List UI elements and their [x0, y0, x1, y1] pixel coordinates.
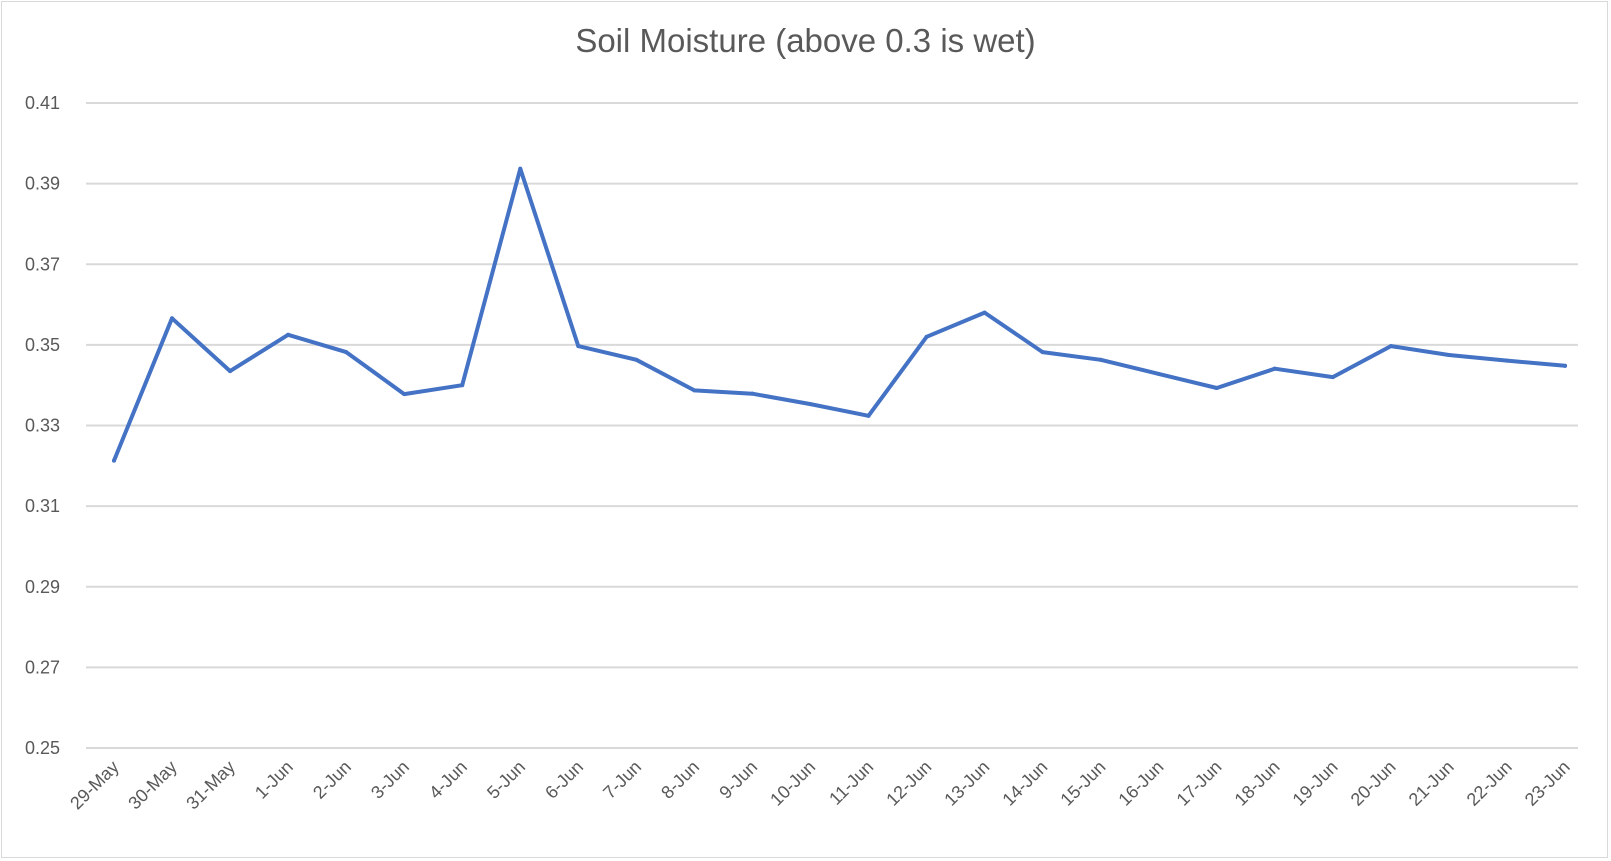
data-point	[170, 316, 175, 321]
y-tick-label: 0.33	[25, 416, 60, 436]
y-tick-label: 0.35	[25, 335, 60, 355]
x-tick-label: 2-Jun	[309, 757, 355, 803]
data-point	[576, 344, 581, 349]
data-point	[866, 413, 871, 418]
x-tick-label: 15-Jun	[1056, 757, 1109, 810]
x-tick-label: 11-Jun	[825, 757, 877, 809]
y-tick-label: 0.25	[25, 738, 60, 758]
y-tick-label: 0.31	[25, 496, 60, 516]
data-point	[112, 458, 116, 463]
x-tick-label: 8-Jun	[657, 757, 703, 803]
x-tick-label: 7-Jun	[599, 757, 645, 803]
data-point	[1272, 366, 1277, 371]
data-point	[1040, 350, 1045, 355]
data-point	[634, 357, 639, 362]
x-tick-label: 10-Jun	[766, 757, 819, 810]
x-tick-label: 30-May	[124, 757, 181, 814]
y-tick-label: 0.27	[25, 657, 60, 677]
x-tick-label: 4-Jun	[425, 757, 471, 803]
y-tick-label: 0.39	[25, 174, 60, 194]
data-point	[402, 392, 407, 397]
data-point	[1214, 386, 1219, 391]
series-line	[112, 166, 1567, 463]
y-tick-label: 0.41	[25, 93, 60, 113]
x-axis-tick-labels: 29-May 30-May 31-May 1-Jun 2-Jun 3-Jun 4-Jun 5-…	[66, 757, 1574, 814]
chart-title: Soil Moisture (above 0.3 is wet)	[575, 22, 1036, 59]
data-point	[750, 391, 755, 396]
x-tick-label: 12-Jun	[882, 757, 935, 810]
data-point	[1563, 363, 1567, 368]
data-point	[1504, 358, 1509, 363]
x-tick-label: 14-Jun	[998, 757, 1051, 810]
x-tick-label: 20-Jun	[1347, 757, 1400, 810]
data-point	[518, 166, 523, 171]
x-tick-label: 21-Jun	[1405, 757, 1458, 810]
y-axis-tick-labels: 0.25 0.27 0.29 0.31 0.33 0.35 0.37 0.39 0.41	[25, 93, 60, 758]
data-point	[982, 310, 987, 315]
x-tick-label: 18-Jun	[1231, 757, 1284, 810]
data-point	[1098, 357, 1103, 362]
x-tick-label: 6-Jun	[541, 757, 587, 803]
x-tick-label: 1-Jun	[251, 757, 297, 803]
x-tick-label: 13-Jun	[940, 757, 993, 810]
x-tick-label: 5-Jun	[483, 757, 529, 803]
x-tick-label: 31-May	[182, 757, 239, 814]
data-point	[1156, 371, 1161, 376]
y-tick-label: 0.29	[25, 577, 60, 597]
data-point	[286, 332, 291, 337]
data-point	[1330, 375, 1335, 380]
data-point	[1446, 352, 1451, 357]
x-tick-label: 22-Jun	[1463, 757, 1516, 810]
x-tick-label: 16-Jun	[1114, 757, 1167, 810]
data-point	[692, 388, 697, 393]
series-layer	[112, 166, 1567, 463]
x-tick-label: 3-Jun	[367, 757, 413, 803]
data-point	[228, 369, 233, 374]
data-point	[1388, 344, 1393, 349]
x-tick-label: 9-Jun	[715, 757, 761, 803]
y-tick-label: 0.37	[25, 254, 60, 274]
data-point	[808, 402, 813, 407]
gridlines	[86, 102, 1578, 749]
data-point	[460, 383, 465, 388]
data-point	[344, 350, 349, 355]
x-tick-label: 19-Jun	[1289, 757, 1342, 810]
data-point	[924, 334, 929, 339]
x-tick-label: 23-Jun	[1521, 757, 1574, 810]
x-tick-label: 17-Jun	[1173, 757, 1226, 810]
x-tick-label: 29-May	[66, 757, 123, 814]
